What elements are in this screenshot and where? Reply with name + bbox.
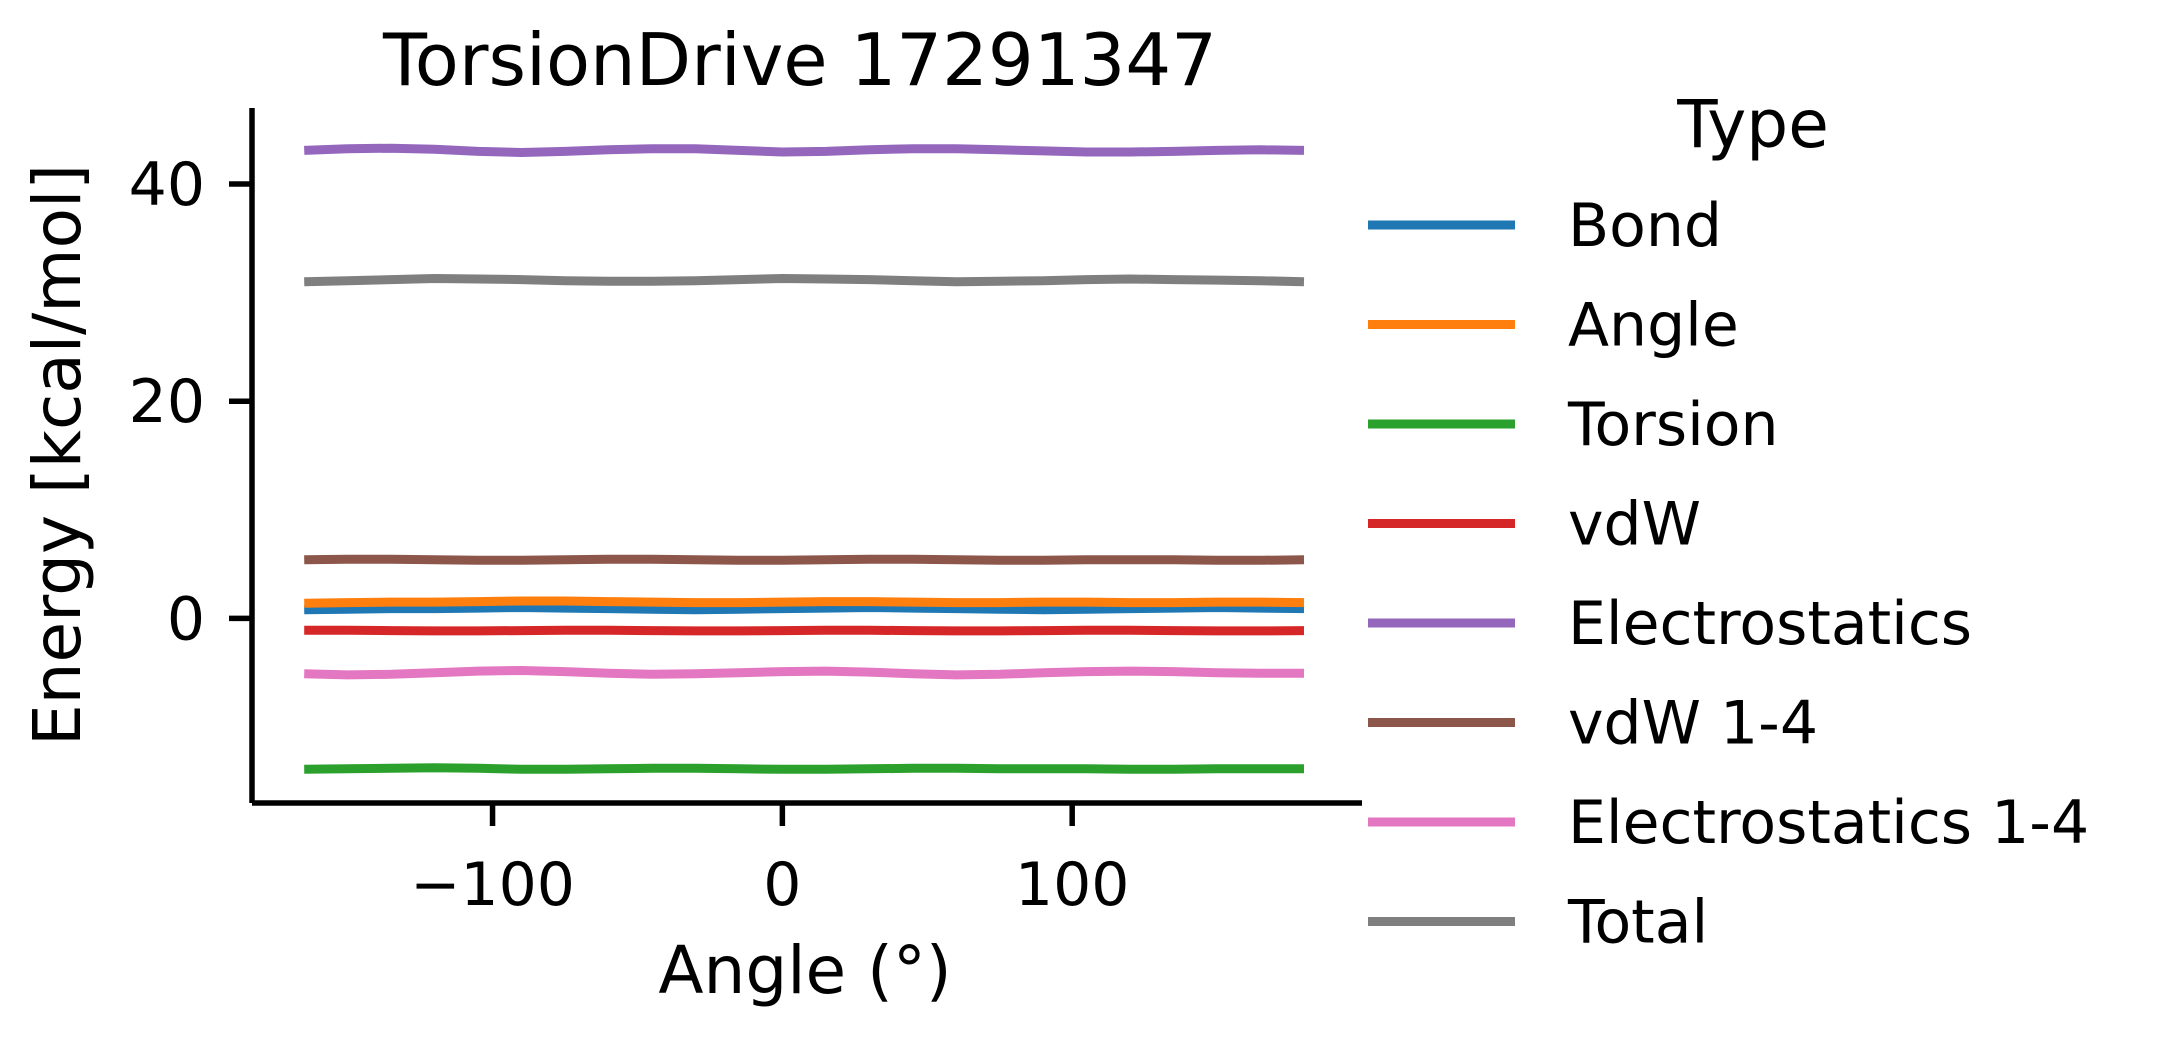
series-line-vdw-1-4: [304, 554, 1305, 565]
series-line-torsion: [304, 763, 1304, 774]
x-axis-label: Angle (°): [658, 932, 951, 1009]
x-tick-label: 100: [1015, 850, 1130, 920]
legend-label-total: Total: [1567, 888, 1708, 958]
series-line-total: [304, 274, 1305, 287]
legend-label-bond: Bond: [1568, 191, 1722, 261]
series-line-bond: [304, 603, 1305, 615]
legend-label-vdw: vdW: [1568, 490, 1701, 560]
plot-area: −100 0 100 0 20 40: [129, 108, 1362, 920]
series-line-electrostatics-1-4: [304, 666, 1304, 680]
legend-items: Bond Angle Torsion vdW Electrostatics vdW 1-4…: [1368, 191, 2089, 958]
x-tick-label: 0: [763, 850, 801, 920]
chart-title: TorsionDrive 17291347: [382, 18, 1217, 102]
y-tick-label: 40: [129, 150, 205, 220]
legend-label-angle: Angle: [1568, 291, 1739, 361]
x-tick-label: −100: [410, 850, 575, 920]
series-line-angle: [304, 596, 1305, 608]
x-ticks: −100 0 100: [410, 803, 1129, 920]
y-axis-label: Energy [kcal/mol]: [19, 164, 96, 746]
y-tick-label: 0: [167, 584, 205, 654]
legend-title: Type: [1676, 86, 1829, 163]
legend-label-electrostatics: Electrostatics: [1568, 589, 1972, 659]
y-tick-label: 20: [129, 367, 205, 437]
series-line-vdw: [304, 625, 1305, 636]
legend-label-electrostatics-1-4: Electrostatics 1-4: [1568, 788, 2089, 858]
legend-label-torsion: Torsion: [1567, 390, 1779, 460]
series-group: [304, 143, 1305, 774]
y-ticks: 0 20 40: [129, 150, 252, 654]
series-line-electrostatics: [304, 143, 1305, 157]
legend-label-vdw-1-4: vdW 1-4: [1568, 689, 1818, 759]
legend: Type Bond Angle Torsion vdW Electrostatics vd…: [1368, 86, 2089, 958]
